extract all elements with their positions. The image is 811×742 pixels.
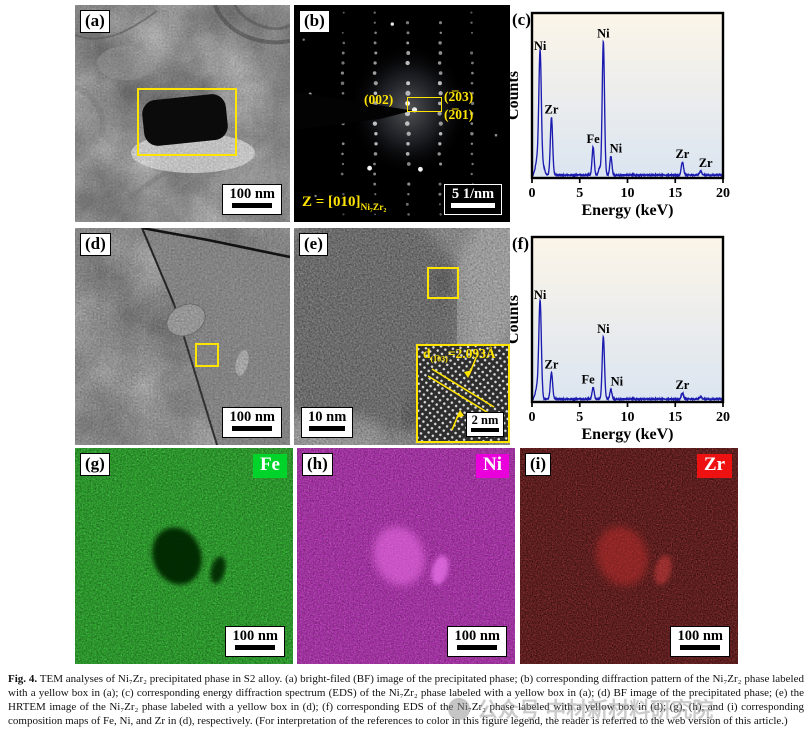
panel-f-eds-spectrum: (f) 0 5 10 15 20 Energy (keV) Counts Ni Zr Fe Ni Ni… xyxy=(510,228,750,444)
svg-text:Ni: Ni xyxy=(597,322,610,336)
scale-bar-h: 100 nm xyxy=(447,626,507,657)
diffraction-spot-label-201: (2̅01) xyxy=(444,107,474,122)
svg-text:Zr: Zr xyxy=(675,147,689,161)
scale-bar-a-line xyxy=(232,203,273,208)
diffraction-spot-label-203: (2̅03) xyxy=(444,89,474,104)
svg-text:20: 20 xyxy=(716,186,730,201)
scale-bar-g-line xyxy=(235,645,276,650)
element-tag-ni: Ni xyxy=(476,454,509,478)
svg-text:Fe: Fe xyxy=(587,132,601,146)
diffraction-spot-label-002: (002) xyxy=(364,92,394,107)
svg-text:Ni: Ni xyxy=(611,375,624,389)
precipitate-highlight-box-d xyxy=(195,343,219,367)
panel-b-diffraction-pattern: (b) (002) (2̅03) (2̅01) Z = [010]Ni₇Zr₂ … xyxy=(294,5,510,222)
eds-chart-f: 0 5 10 15 20 Energy (keV) Counts Ni Zr Fe Ni Ni Zr xyxy=(510,235,730,443)
scale-bar-a-text: 100 nm xyxy=(229,186,275,202)
panel-c-eds-spectrum: (c) 0 5 10 15 20 Energy (keV) Counts Ni Zr Fe Ni Ni… xyxy=(510,4,750,220)
scale-bar-d-text: 100 nm xyxy=(229,409,275,425)
scale-bar-d: 100 nm xyxy=(222,407,282,438)
scale-bar-d-line xyxy=(232,426,273,431)
scale-bar-b-line xyxy=(451,203,495,208)
diffraction-spots-box xyxy=(407,97,442,112)
svg-text:Ni: Ni xyxy=(597,27,610,41)
scale-bar-b-text: 5 1/nm xyxy=(451,186,495,202)
scale-bar-inset: 2 nm xyxy=(466,412,504,437)
caption-text: TEM analyses of Ni₇Zr₂ precipitated phas… xyxy=(8,673,804,728)
svg-text:5: 5 xyxy=(576,410,583,425)
svg-text:Energy (keV): Energy (keV) xyxy=(582,202,674,219)
svg-text:Ni: Ni xyxy=(534,288,547,302)
svg-text:0: 0 xyxy=(529,410,536,425)
scale-bar-e: 10 nm xyxy=(301,407,354,438)
hrtem-highlight-box-e xyxy=(427,267,459,299)
svg-text:Ni: Ni xyxy=(610,141,623,155)
element-tag-zr: Zr xyxy=(696,454,732,478)
scale-bar-e-line xyxy=(309,426,346,431)
panel-label-g: (g) xyxy=(80,453,110,476)
panel-label-i: (i) xyxy=(525,453,552,476)
svg-text:Zr: Zr xyxy=(675,378,689,392)
eds-chart-c: 0 5 10 15 20 Energy (keV) Counts Ni Zr Fe Ni Ni Zr Zr xyxy=(510,11,730,219)
svg-text:Ni: Ni xyxy=(534,39,547,53)
svg-text:0: 0 xyxy=(529,186,536,201)
panel-label-c: (c) xyxy=(512,10,531,29)
svg-text:20: 20 xyxy=(716,410,730,425)
svg-text:15: 15 xyxy=(668,186,682,201)
scale-bar-i-line xyxy=(680,645,721,650)
zone-axis-subscript: Ni₇Zr₂ xyxy=(360,203,387,213)
scale-bar-b: 5 1/nm xyxy=(444,184,502,215)
zone-axis-label: Z = [010]Ni₇Zr₂ xyxy=(302,194,386,213)
svg-text:Fe: Fe xyxy=(582,372,596,386)
panel-label-e: (e) xyxy=(299,233,328,256)
d-spacing-prefix: d xyxy=(423,346,431,361)
svg-text:Energy (keV): Energy (keV) xyxy=(582,426,674,443)
svg-text:5: 5 xyxy=(576,186,583,201)
scale-bar-h-line xyxy=(457,645,498,650)
svg-text:10: 10 xyxy=(621,186,635,201)
panel-i-zr-map: (i) Zr 100 nm xyxy=(520,448,738,664)
d-spacing-plane: (1̅03) xyxy=(430,354,448,364)
panel-g-fe-map: (g) Fe 100 nm xyxy=(75,448,293,664)
panel-label-a: (a) xyxy=(80,10,110,33)
figure-caption: Fig. 4. TEM analyses of Ni₇Zr₂ precipita… xyxy=(8,672,804,728)
precipitate-highlight-box-a xyxy=(137,88,237,156)
panel-label-d: (d) xyxy=(80,233,111,256)
svg-text:Zr: Zr xyxy=(699,156,713,170)
scale-bar-h-text: 100 nm xyxy=(454,628,500,644)
svg-text:10: 10 xyxy=(621,410,635,425)
svg-text:Zr: Zr xyxy=(545,103,559,117)
scale-bar-g: 100 nm xyxy=(225,626,285,657)
hrtem-lattice-inset: d(1̅03)=2.093Å 2 nm xyxy=(416,344,510,443)
scale-bar-inset-text: 2 nm xyxy=(471,413,499,427)
scale-bar-a: 100 nm xyxy=(222,184,282,215)
panel-h-ni-map: (h) Ni 100 nm xyxy=(297,448,515,664)
panel-a-bf-image: (a) 100 nm xyxy=(75,5,290,222)
panel-label-f: (f) xyxy=(512,234,529,253)
scale-bar-i-text: 100 nm xyxy=(677,628,723,644)
svg-text:Zr: Zr xyxy=(545,358,559,372)
svg-text:15: 15 xyxy=(668,410,682,425)
panel-label-h: (h) xyxy=(302,453,333,476)
tem-image-d xyxy=(75,228,290,445)
svg-text:Counts: Counts xyxy=(510,295,522,344)
svg-text:Counts: Counts xyxy=(510,71,522,120)
scale-bar-i: 100 nm xyxy=(670,626,730,657)
caption-label: Fig. 4. xyxy=(8,673,38,685)
d-spacing-label: d(1̅03)=2.093Å xyxy=(423,346,496,364)
d-spacing-value: =2.093Å xyxy=(447,346,496,361)
scale-bar-inset-line xyxy=(471,428,499,432)
panel-e-hrtem-image: (e) d(1̅03)=2.093Å 2 nm 10 nm xyxy=(294,228,510,445)
panel-label-b: (b) xyxy=(299,10,330,33)
scale-bar-g-text: 100 nm xyxy=(232,628,278,644)
panel-d-bf-image: (d) 100 nm xyxy=(75,228,290,445)
element-tag-fe: Fe xyxy=(252,454,287,478)
zone-axis-main: Z = [010] xyxy=(302,194,361,210)
scale-bar-e-text: 10 nm xyxy=(308,409,347,425)
